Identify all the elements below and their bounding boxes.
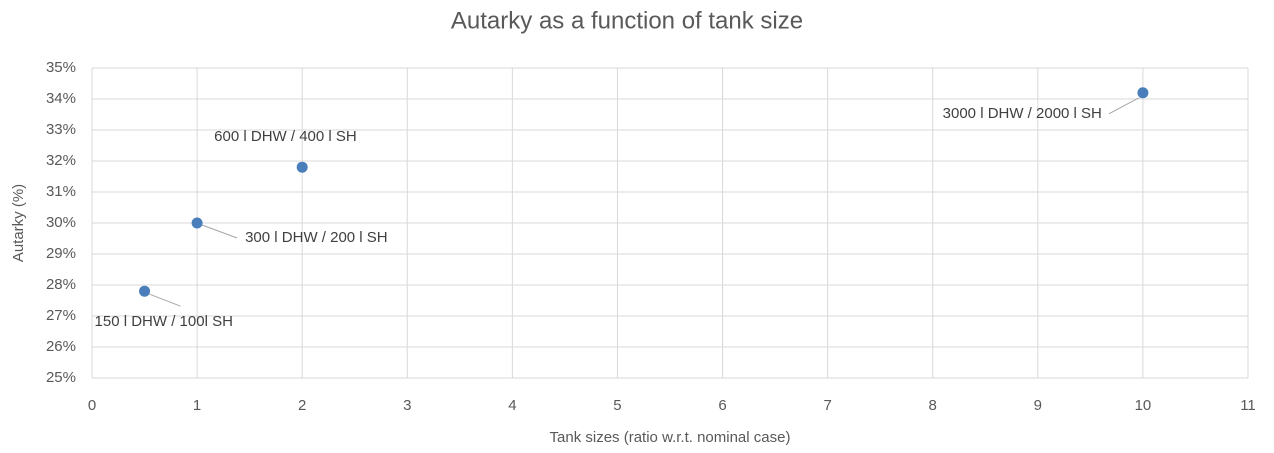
- y-tick-label: 35%: [46, 59, 76, 76]
- x-tick-label: 6: [718, 397, 726, 414]
- x-tick-label: 7: [823, 397, 831, 414]
- leader-line: [1108, 97, 1140, 115]
- point: [139, 285, 151, 297]
- point: [296, 161, 308, 173]
- y-axis-label: Autarky (%): [10, 184, 27, 262]
- x-tick-label: 9: [1034, 397, 1042, 414]
- y-tick-label: 30%: [46, 214, 76, 231]
- y-tick-label: 32%: [46, 152, 76, 169]
- y-tick-label: 25%: [46, 369, 76, 386]
- x-tick-label: 5: [613, 397, 621, 414]
- x-axis-label: Tank sizes (ratio w.r.t. nominal case): [550, 429, 791, 446]
- x-tick-label: 1: [193, 397, 201, 414]
- y-tick-label: 31%: [46, 183, 76, 200]
- point-label: 300 l DHW / 200 l SH: [245, 229, 388, 246]
- y-tick-label: 33%: [46, 121, 76, 138]
- y-tick-label: 26%: [46, 338, 76, 355]
- y-tick-label: 29%: [46, 245, 76, 262]
- point-label: 150 l DHW / 100l SH: [95, 313, 233, 330]
- point-label: 3000 l DHW / 2000 l SH: [943, 105, 1102, 122]
- point: [191, 217, 203, 229]
- leader-line: [201, 224, 238, 239]
- x-tick-label: 11: [1240, 397, 1256, 414]
- y-tick-label: 34%: [46, 90, 76, 107]
- x-tick-label: 10: [1135, 397, 1152, 414]
- point-label: 600 l DHW / 400 l SH: [214, 128, 357, 145]
- x-tick-label: 8: [929, 397, 937, 414]
- y-tick-label: 27%: [46, 307, 76, 324]
- x-tick-label: 2: [298, 397, 306, 414]
- x-tick-label: 0: [88, 397, 96, 414]
- y-tick-label: 28%: [46, 276, 76, 293]
- x-tick-label: 4: [508, 397, 516, 414]
- x-tick-label: 3: [403, 397, 411, 414]
- leader-line: [149, 293, 181, 307]
- chart-title: Autarky as a function of tank size: [451, 7, 803, 34]
- point: [1137, 87, 1149, 99]
